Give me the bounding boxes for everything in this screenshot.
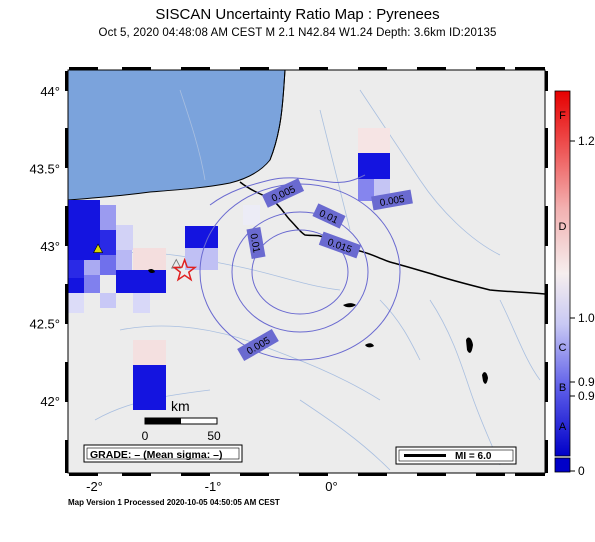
footer-text: Map Version 1 Processed 2020-10-05 04:50… — [68, 498, 280, 507]
coastline-east — [269, 70, 286, 161]
colorbar-value: 0.9 — [578, 389, 595, 403]
scale-start: 0 — [142, 429, 149, 443]
mi-box: MI = 6.0 — [395, 446, 517, 465]
stations — [0, 218, 182, 397]
scale-unit: km — [171, 398, 190, 414]
scale-end: 50 — [207, 429, 221, 443]
scale-bar: km 0 50 — [142, 398, 221, 443]
map-frame — [65, 67, 548, 476]
longitude-label: -1° — [205, 479, 222, 494]
station-triangle — [14, 281, 23, 290]
grade-text: GRADE: – (Mean sigma: –) — [90, 449, 222, 461]
latitude-label: 44° — [40, 84, 60, 99]
colorbar-value: 1.0 — [578, 311, 595, 325]
lakes — [148, 268, 488, 384]
colorbar-letter: C — [559, 342, 567, 354]
colorbar-value: 0 — [578, 464, 585, 478]
colorbar-letter: B — [559, 382, 566, 394]
latitude-labels: 44° 43.5° 43° 42.5° 42° — [29, 84, 60, 409]
mi-text: MI = 6.0 — [455, 451, 492, 462]
event-info: Oct 5, 2020 04:48:08 AM CEST M 2.1 N42.8… — [98, 27, 497, 39]
station-triangle — [2, 233, 11, 242]
longitude-label: 0° — [325, 479, 337, 494]
contour-label: 0.005 — [379, 194, 406, 209]
longitude-labels: -3°-2°-1°0° — [86, 479, 338, 494]
colorbar: F D C B A 1.2 1.0 0.9 0.9 0 — [554, 90, 595, 478]
latitude-label: 42.5° — [29, 317, 60, 332]
colorbar-value: 1.2 — [578, 134, 595, 148]
inactive-station-triangle — [171, 258, 182, 269]
epicenter-star — [171, 257, 198, 282]
latitude-label: 43.5° — [29, 162, 60, 177]
colorbar-value: 0.9 — [578, 375, 595, 389]
inactive-station-triangle — [0, 218, 7, 227]
map-title: SISCAN Uncertainty Ratio Map : Pyrenees — [155, 6, 440, 23]
colorbar-letter: D — [559, 221, 567, 233]
map-panel: 0.005 0.01 0.015 0.01 0.005 0.005 — [0, 70, 545, 473]
epicenter — [171, 257, 198, 282]
station-triangle — [93, 243, 104, 253]
grade-box: GRADE: – (Mean sigma: –) — [83, 444, 243, 463]
longitude-label: -2° — [86, 479, 103, 494]
contour-labels: 0.005 0.01 0.015 0.01 0.005 0.005 — [237, 178, 413, 362]
contour-label: 0.01 — [247, 233, 261, 255]
colorbar-letter: A — [559, 421, 567, 433]
colorbar-letter: F — [559, 110, 566, 122]
latitude-label: 43° — [40, 239, 60, 254]
latitude-label: 42° — [40, 394, 60, 409]
station-triangle — [20, 388, 29, 397]
